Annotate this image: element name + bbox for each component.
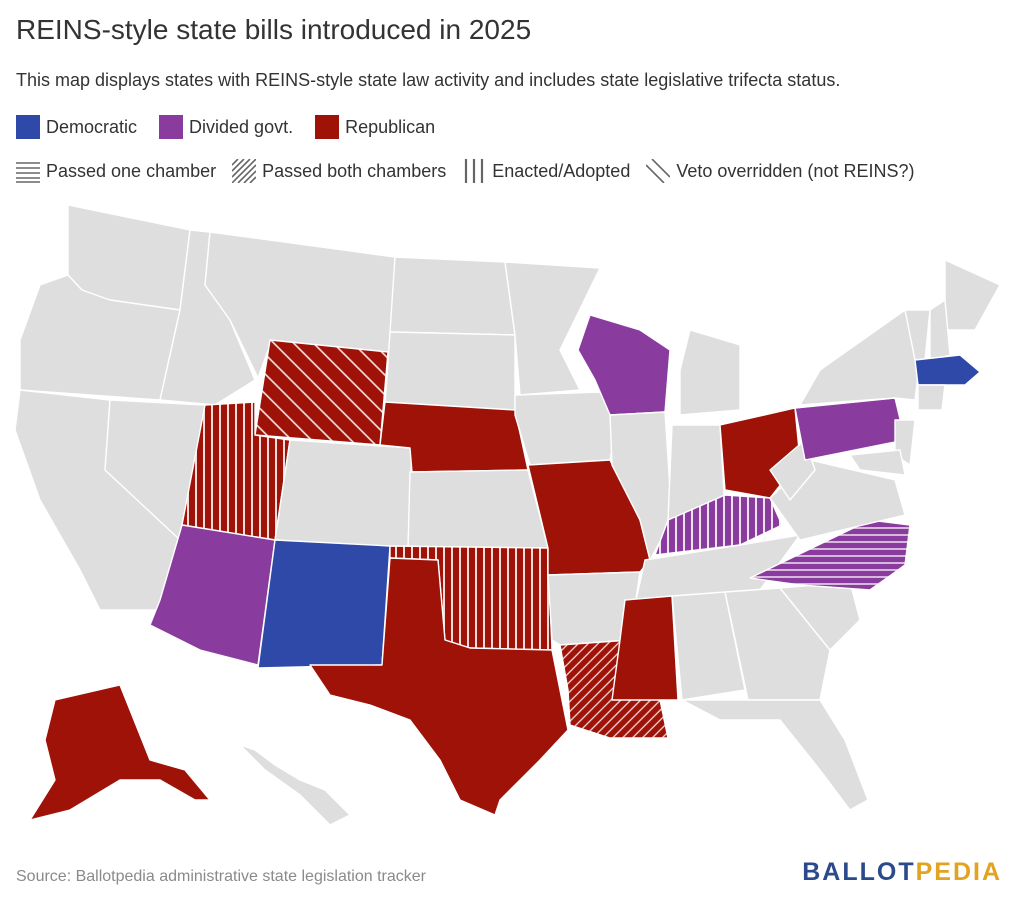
state-tn: [635, 534, 801, 601]
state-nm: [257, 539, 391, 669]
republican-swatch: [315, 115, 340, 139]
state-ny: [799, 309, 921, 406]
legend-item-divided: Divided govt.: [159, 115, 293, 139]
state-mi: [679, 329, 741, 416]
ballotpedia-logo: BALLOTPEDIA: [802, 858, 1002, 886]
vertical-lines-icon: [465, 159, 484, 183]
legend-item-enacted: Enacted/Adopted: [462, 159, 630, 183]
democratic-swatch: [16, 115, 40, 139]
state-al: [671, 591, 746, 701]
party-legend: Democratic Divided govt. Republican: [16, 115, 435, 139]
state-ut-status-pattern: [182, 402, 290, 540]
state-ct: [917, 384, 946, 411]
state-ks: [407, 469, 549, 549]
state-co: [274, 439, 413, 549]
legend-item-democratic: Democratic: [16, 115, 137, 139]
state-fl: [681, 699, 869, 811]
state-mn: [504, 261, 601, 396]
diagonal-lines-icon: [232, 159, 257, 183]
state-ky-status-pattern: [655, 495, 782, 555]
state-nc-status-pattern: [750, 520, 910, 590]
legend-label: Enacted/Adopted: [492, 160, 631, 181]
state-ms: [611, 595, 679, 701]
legend-item-republican: Republican: [315, 115, 435, 139]
state-tx: [309, 557, 569, 816]
map-subtitle: This map displays states with REINS-styl…: [16, 70, 841, 90]
horizontal-lines-icon: [16, 162, 40, 183]
legend-label: Veto overridden (not REINS?): [676, 160, 915, 181]
state-md: [849, 449, 906, 476]
state-ok-status-pattern: [390, 546, 552, 650]
state-hi: [239, 744, 351, 826]
legend-item-passed-one: Passed one chamber: [16, 159, 216, 183]
status-legend: Passed one chamber Passed both chambers …: [16, 159, 914, 183]
legend-label: Divided govt.: [189, 116, 294, 137]
legend-label: Passed both chambers: [262, 160, 447, 181]
us-map: [14, 204, 1001, 826]
backslash-lines-icon: [646, 159, 671, 183]
state-wy-status-pattern: [255, 340, 388, 445]
legend-label: Republican: [345, 116, 436, 137]
state-me: [944, 259, 1001, 331]
legend-label: Passed one chamber: [46, 160, 217, 181]
state-nh: [929, 299, 951, 361]
state-ma: [914, 354, 981, 386]
map-title: REINS-style state bills introduced in 20…: [16, 14, 532, 45]
state-ak: [29, 684, 211, 821]
state-ga: [724, 587, 831, 701]
source-note: Source: Ballotpedia administrative state…: [16, 868, 426, 885]
legend-label: Democratic: [46, 116, 138, 137]
legend-item-passed-both: Passed both chambers: [232, 159, 446, 183]
state-nd: [389, 256, 516, 336]
divided-swatch: [159, 115, 184, 139]
legend-item-veto: Veto overridden (not REINS?): [646, 159, 914, 183]
